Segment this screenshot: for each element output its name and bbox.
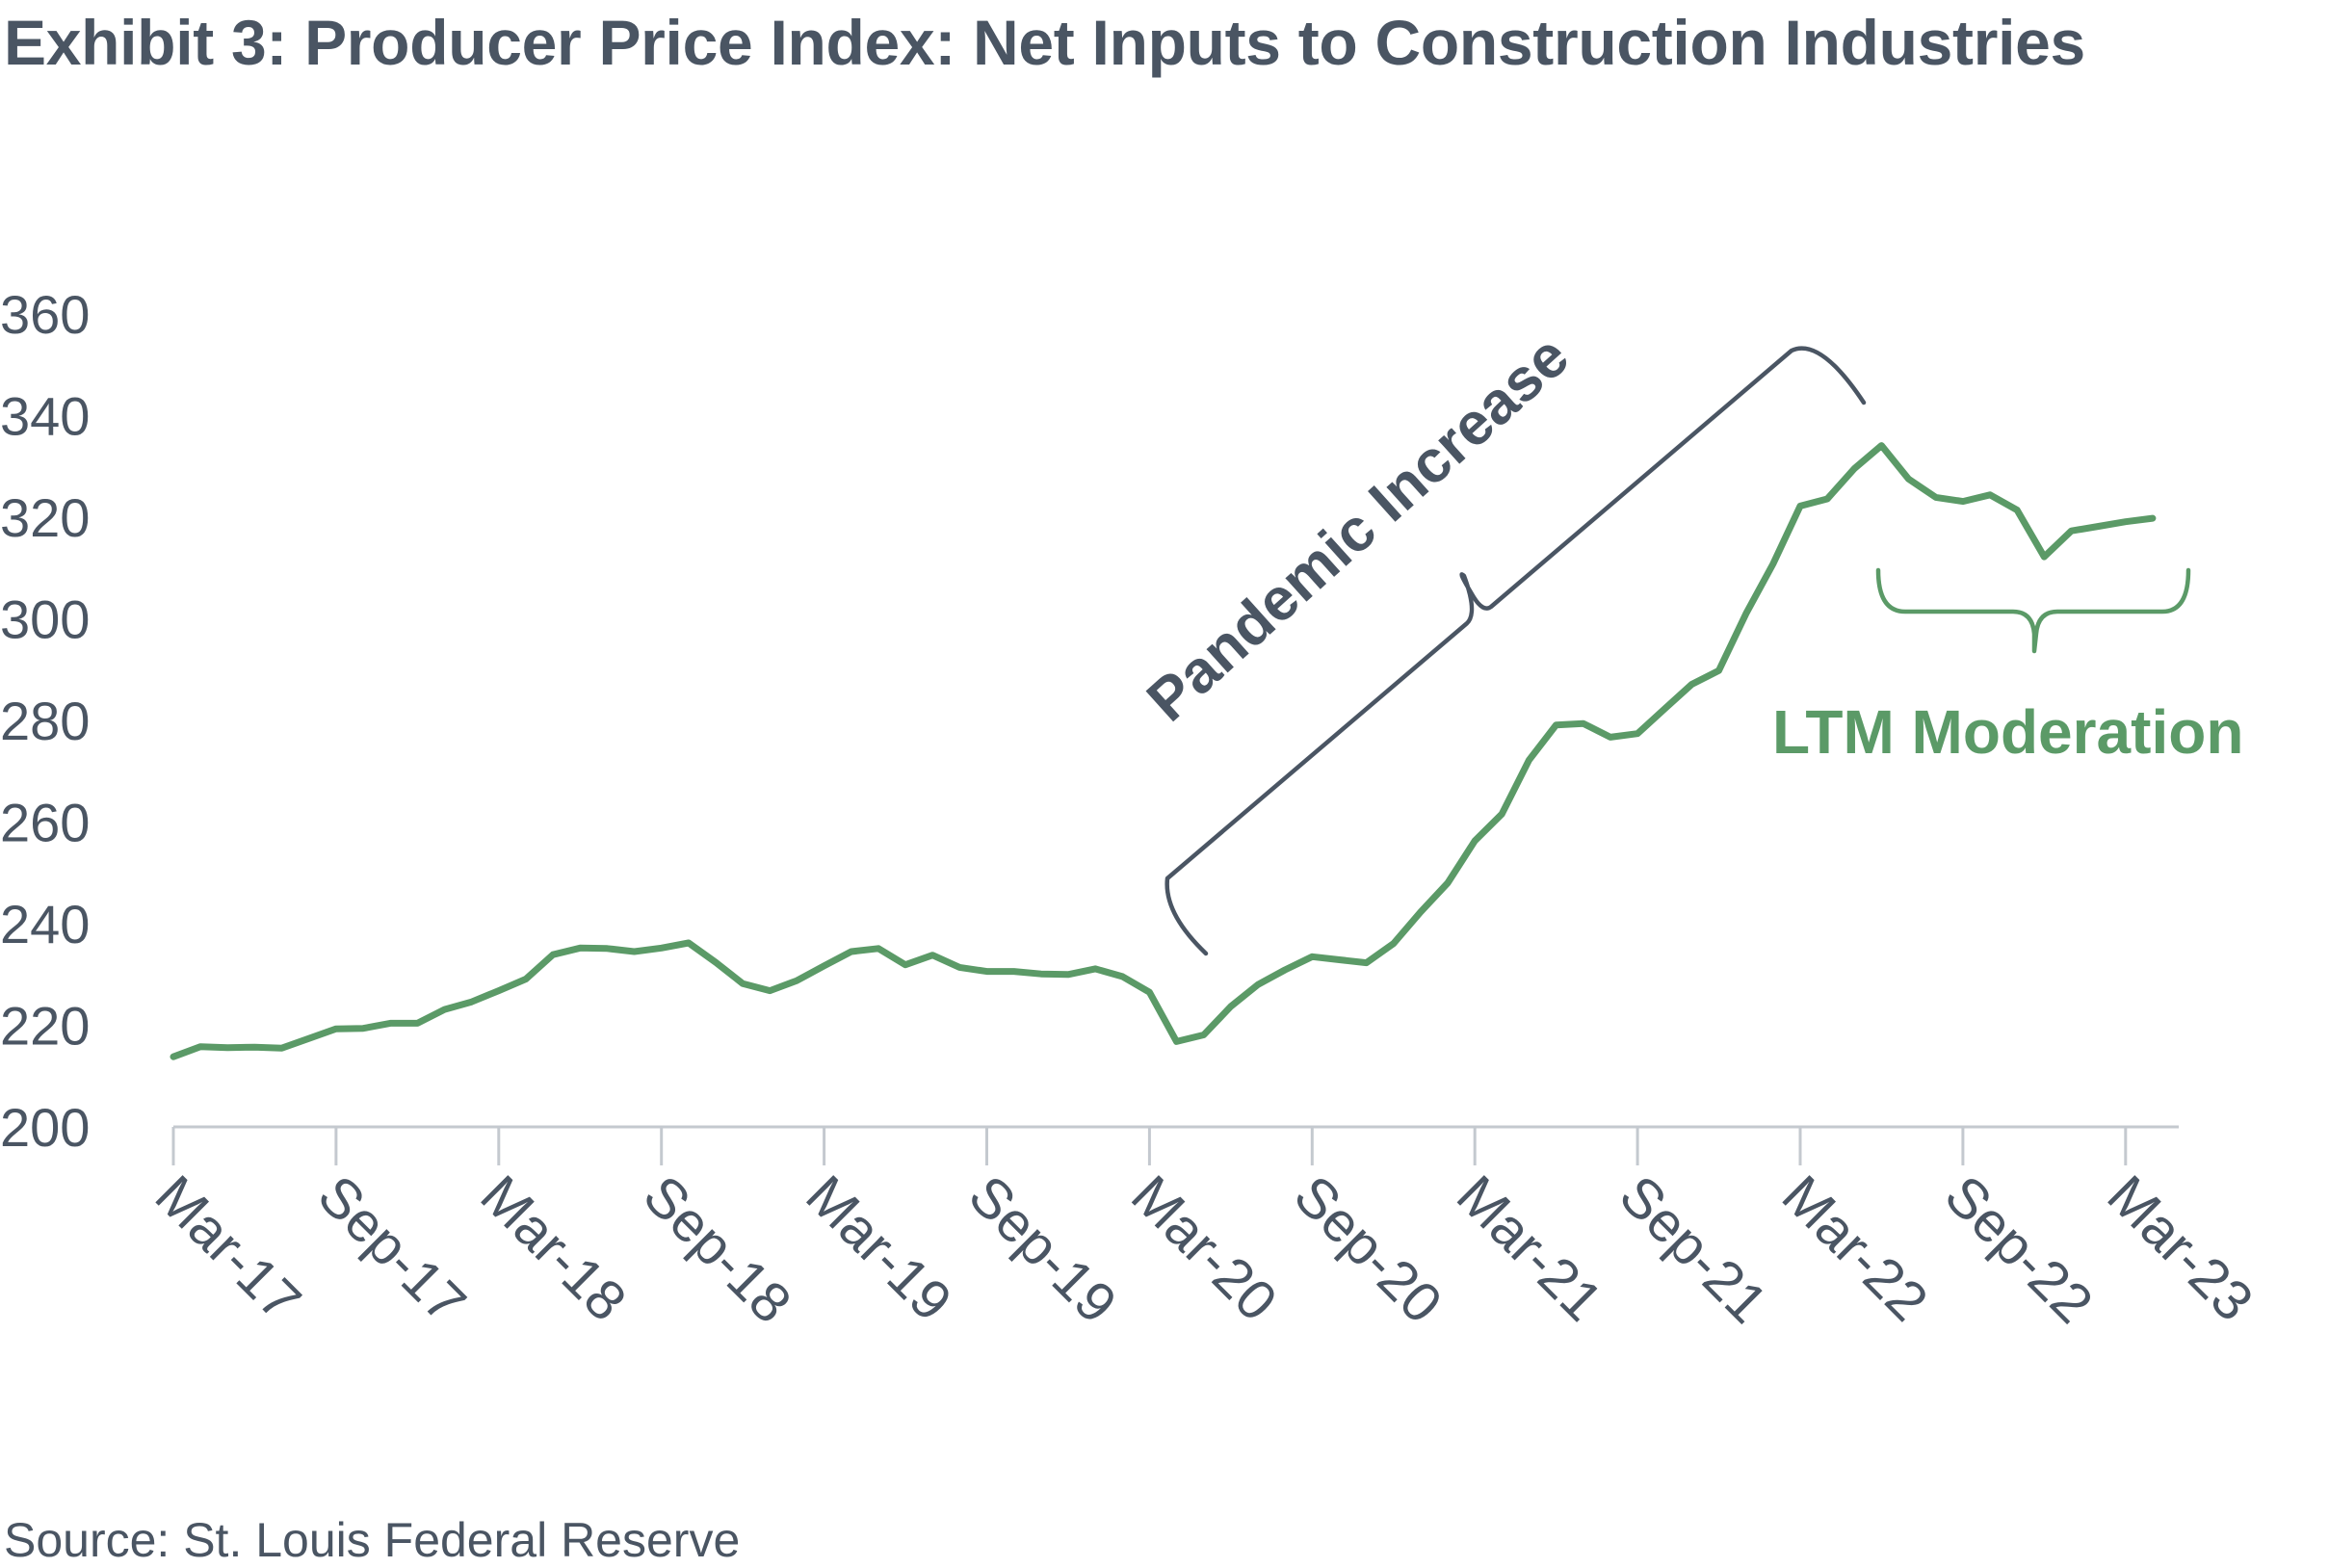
y-tick-label: 240 [0,894,90,954]
y-tick-label: 220 [0,996,90,1057]
annotation-ltm-moderation: LTM Moderation [1772,567,2243,767]
pandemic-brace [1164,346,1867,956]
x-axis [171,1125,2179,1165]
x-tick-label: Sep-19 [956,1163,1128,1335]
y-tick-label: 360 [0,284,90,345]
y-axis-labels: 200 220 240 260 280 300 320 340 360 [0,284,90,1158]
x-tick-label: Mar-20 [1119,1163,1289,1333]
ltm-brace [1875,567,2191,654]
x-tick-label: Sep-21 [1608,1163,1779,1335]
x-axis-labels: Mar-17Sep-17Mar-18Sep-18Mar-19Sep-19Mar-… [144,1163,2265,1335]
annotation-pandemic-increase: Pandemic Increase [1135,323,1867,956]
x-tick-label: Sep-18 [632,1163,803,1335]
y-tick-label: 300 [0,589,90,650]
x-tick-label: Mar-19 [794,1163,963,1333]
x-tick-label: Sep-22 [1933,1163,2105,1335]
ltm-moderation-label: LTM Moderation [1772,697,2243,767]
y-tick-label: 260 [0,793,90,853]
x-tick-label: Mar-17 [144,1163,313,1333]
y-tick-label: 340 [0,386,90,447]
x-tick-label: Mar-21 [1445,1163,1614,1333]
x-tick-label: Mar-22 [1770,1163,1940,1333]
y-tick-label: 320 [0,487,90,548]
x-tick-label: Sep-17 [306,1163,478,1335]
x-tick-label: Mar-18 [469,1163,639,1333]
x-tick-label: Mar-23 [2096,1163,2265,1333]
y-tick-label: 200 [0,1097,90,1158]
chart-title: Exhibit 3: Producer Price Index: Net Inp… [4,7,2085,78]
series-layer [170,442,2157,1060]
series-line-ppi [170,442,2157,1060]
y-tick-label: 280 [0,691,90,751]
source-note: Source: St. Louis Federal Reserve [4,1513,741,1567]
x-tick-label: Sep-20 [1282,1163,1453,1335]
pandemic-increase-label: Pandemic Increase [1135,323,1582,734]
